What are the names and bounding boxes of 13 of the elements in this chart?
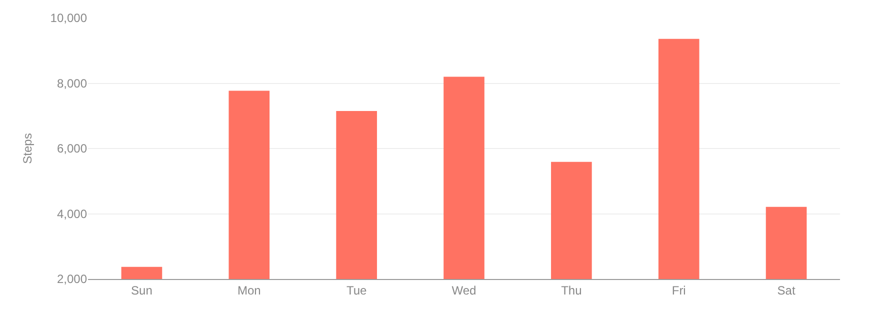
- y-axis-title: Steps: [20, 133, 35, 164]
- x-tick-label: Wed: [452, 283, 476, 298]
- y-tick-label: 4,000: [56, 206, 88, 221]
- y-tick-label: 6,000: [56, 142, 88, 156]
- y-tick-label: 2,000: [56, 272, 88, 286]
- x-tick-label: Sat: [777, 283, 796, 298]
- y-tick-label: 10,000: [50, 11, 88, 26]
- x-tick-label: Mon: [237, 283, 261, 298]
- x-tick-label: Thu: [561, 283, 582, 298]
- x-tick-label: Sun: [131, 283, 152, 298]
- y-tick-label: 8,000: [56, 76, 88, 90]
- x-tick-label: Fri: [672, 283, 686, 298]
- x-tick-label: Tue: [346, 283, 368, 298]
